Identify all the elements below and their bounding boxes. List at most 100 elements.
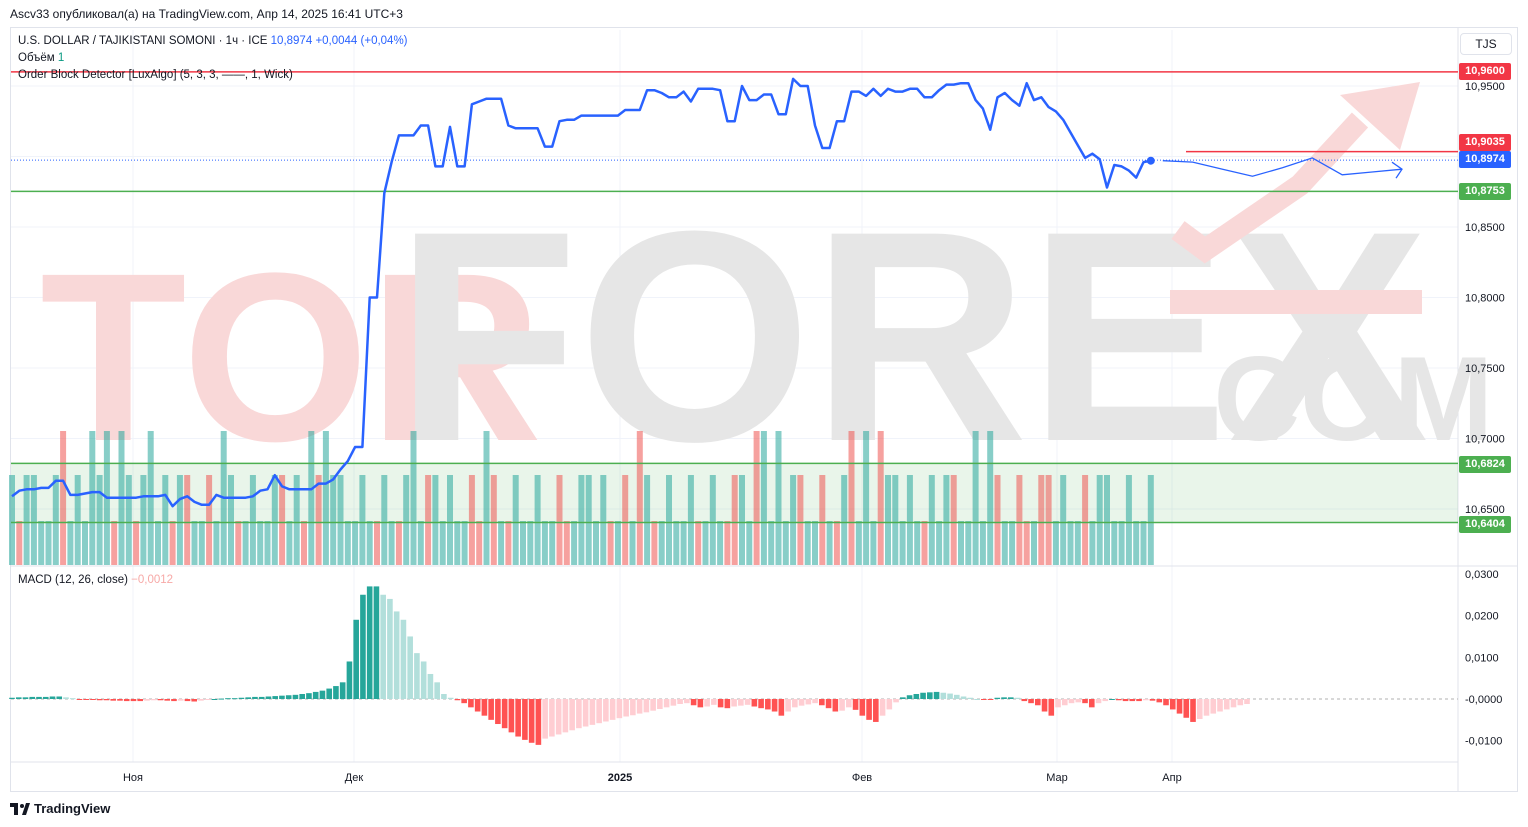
- volume-bar: [753, 431, 760, 565]
- macd-bar: [400, 619, 407, 699]
- volume-bar: [600, 475, 607, 565]
- macd-bar: [812, 699, 818, 704]
- macd-bar: [373, 586, 380, 699]
- volume-bar: [578, 475, 585, 565]
- macd-bar: [650, 699, 656, 711]
- volume-bar: [928, 475, 935, 565]
- volume-bar: [593, 521, 599, 565]
- volume-bar: [1140, 521, 1147, 565]
- macd-bar: [238, 697, 245, 699]
- macd-bar: [49, 696, 56, 699]
- macd-legend[interactable]: MACD (12, 26, close) −0,0012: [18, 574, 173, 586]
- price-axis[interactable]: 10,950010,900010,850010,800010,750010,70…: [1465, 81, 1505, 748]
- volume-bar: [855, 521, 862, 565]
- volume-bar: [629, 521, 636, 565]
- volume-bar: [257, 521, 264, 565]
- volume-bar: [658, 521, 665, 565]
- watermark-underline: [1170, 290, 1422, 314]
- macd-bar: [117, 699, 123, 701]
- volume-legend[interactable]: Объём 1: [18, 52, 64, 64]
- volume-bar: [1089, 521, 1096, 565]
- volume-bar: [133, 521, 140, 565]
- macd-tick-label: 0,0200: [1465, 611, 1499, 623]
- macd-tick-label: -0,0100: [1465, 736, 1502, 748]
- volume-bar: [249, 475, 256, 565]
- macd-bar: [663, 699, 670, 708]
- macd-bar: [157, 699, 164, 701]
- macd-bar: [751, 699, 758, 707]
- macd-bar: [933, 691, 940, 699]
- volume-bar: [125, 475, 132, 565]
- volume-bar: [906, 475, 913, 565]
- currency-button[interactable]: TJS: [1460, 33, 1512, 55]
- macd-bar: [825, 699, 832, 709]
- macd-bar: [630, 699, 636, 716]
- macd-bar: [1061, 699, 1068, 706]
- volume-bar: [782, 521, 789, 565]
- volume-bar: [279, 475, 286, 565]
- macd-bar: [1109, 699, 1115, 700]
- macd-bar: [1082, 699, 1088, 704]
- volume-bar: [1016, 475, 1023, 565]
- volume-bar: [666, 475, 672, 565]
- macd-bar: [204, 699, 211, 700]
- macd-bar: [670, 699, 677, 706]
- macd-bar: [609, 699, 616, 720]
- volume-bar: [1118, 521, 1125, 565]
- volume-bar: [67, 521, 74, 565]
- volume-label[interactable]: Объём: [18, 52, 55, 64]
- volume-bar: [680, 521, 687, 565]
- macd-bar: [657, 699, 663, 710]
- volume-bar: [885, 475, 891, 565]
- symbol-legend[interactable]: U.S. DOLLAR / TAJIKISTANI SOMONI · 1ч · …: [18, 35, 408, 47]
- macd-bar: [522, 699, 528, 740]
- volume-bar: [936, 521, 943, 565]
- volume-bar: [571, 521, 578, 565]
- volume-bar: [1125, 475, 1132, 565]
- volume-bar: [490, 475, 497, 565]
- volume-bar: [622, 475, 629, 565]
- volume-bar: [417, 521, 424, 565]
- macd-label[interactable]: MACD (12, 26, close): [18, 574, 128, 586]
- macd-bar: [582, 699, 589, 727]
- chart-frame[interactable]: [10, 27, 1518, 792]
- volume-bar: [848, 431, 855, 565]
- macd-bar: [643, 699, 650, 713]
- publish-caption: Ascv33 опубликовал(а) на TradingView.com…: [10, 7, 403, 21]
- macd-bar: [90, 699, 96, 700]
- time-axis[interactable]: Ноя Дек 2025 Фев Мар Апр: [123, 772, 1182, 784]
- indicator-legend[interactable]: Order Block Detector [LuxAlgo] (5, 3, 3,…: [18, 69, 293, 81]
- last-price: 10,8974: [270, 35, 313, 47]
- volume-bar: [1133, 521, 1140, 565]
- volume-bar: [585, 475, 592, 565]
- macd-bar: [225, 698, 231, 700]
- volume-bar: [96, 475, 103, 565]
- volume-bar: [1111, 521, 1118, 565]
- macd-bar: [778, 699, 785, 716]
- volume-bar: [162, 475, 169, 565]
- volume-bar: [797, 475, 804, 565]
- volume-bar: [819, 475, 826, 565]
- tradingview-brand[interactable]: TradingView: [10, 801, 110, 816]
- macd-bar: [1136, 699, 1142, 702]
- volume-bar: [1009, 521, 1016, 565]
- macd-bar: [1169, 699, 1176, 710]
- macd-bar: [1102, 699, 1109, 702]
- volume-bar: [454, 521, 461, 565]
- macd-bar: [171, 699, 177, 702]
- symbol-name[interactable]: U.S. DOLLAR / TAJIKISTANI SOMONI · 1ч · …: [18, 35, 268, 47]
- volume-bar: [286, 521, 293, 565]
- macd-bar: [724, 699, 731, 709]
- macd-bar: [893, 699, 899, 703]
- volume-bar: [82, 521, 88, 565]
- volume-bar: [505, 521, 512, 565]
- volume-bar: [410, 431, 417, 565]
- macd-bar: [589, 699, 596, 725]
- macd-bar: [447, 697, 454, 699]
- watermark-part3: .COM: [1180, 332, 1493, 466]
- macd-tick-label: -0,0000: [1465, 694, 1502, 706]
- macd-bar: [306, 693, 312, 699]
- macd-bar: [83, 699, 90, 700]
- volume-bar: [169, 521, 176, 565]
